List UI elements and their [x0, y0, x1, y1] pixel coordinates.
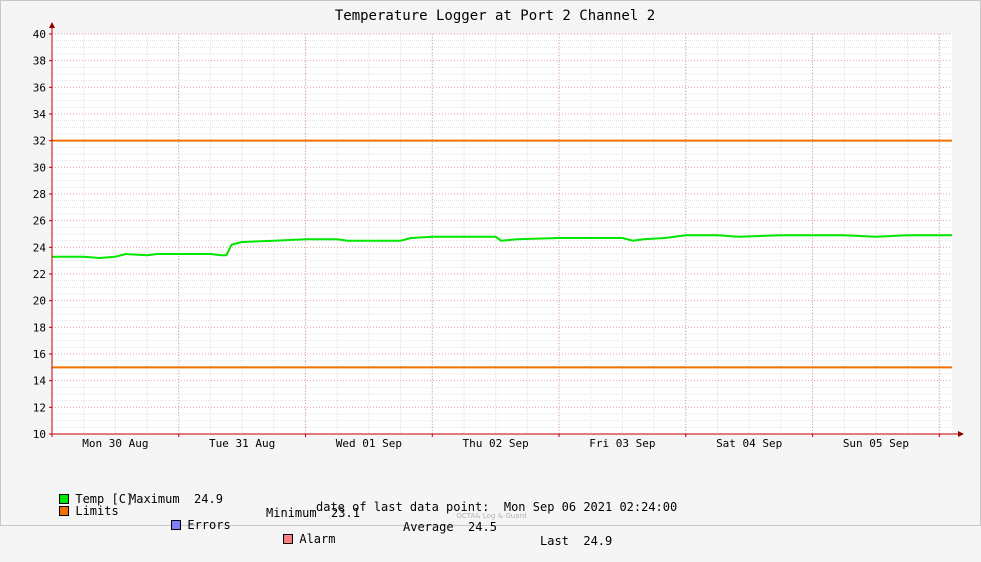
stat-last: Last 24.9 [540, 534, 612, 548]
y-tick-label: 34 [33, 108, 47, 121]
legend-label-temp: Temp [C] [75, 492, 134, 506]
x-tick-label: Fri 03 Sep [589, 437, 655, 450]
legend-swatch-limits [59, 506, 70, 516]
last-data-point: date of last data point: Mon Sep 06 2021… [316, 500, 677, 514]
stat-maximum-value: 24.9 [194, 492, 223, 506]
x-axis-arrow [958, 431, 964, 437]
y-tick-label: 18 [33, 321, 46, 334]
stat-maximum-label: Maximum [129, 492, 180, 506]
legend-swatch-alarm [283, 534, 294, 544]
line-chart: Temperature Logger at Port 2 Channel 2 1… [33, 8, 964, 450]
legend-item-errors: Errors [128, 504, 231, 546]
y-tick-label: 10 [33, 428, 46, 441]
legend-item-alarm: Alarm [240, 518, 335, 560]
legend-label-limits: Limits [75, 504, 119, 518]
y-tick-label: 20 [33, 295, 46, 308]
y-tick-label: 26 [33, 215, 46, 228]
stat-minimum: Minimum 23.1 [266, 506, 360, 520]
y-tick-label: 24 [33, 241, 47, 254]
stat-maximum: Maximum 24.9 [129, 492, 223, 506]
legend-swatch-errors [171, 520, 182, 530]
y-tick-label: 36 [33, 81, 46, 94]
y-tick-label: 14 [33, 375, 47, 388]
y-tick-label: 22 [33, 268, 46, 281]
x-tick-label: Thu 02 Sep [463, 437, 529, 450]
stat-minimum-value: 23.1 [331, 506, 360, 520]
y-tick-label: 28 [33, 188, 46, 201]
y-tick-label: 16 [33, 348, 46, 361]
legend-swatch-temp [59, 494, 70, 504]
x-tick-label: Sat 04 Sep [716, 437, 782, 450]
x-tick-label: Mon 30 Aug [82, 437, 148, 450]
x-tick-label: Tue 31 Aug [209, 437, 275, 450]
legend-item-limits: Limits [16, 490, 119, 532]
x-tick-label: Sun 05 Sep [843, 437, 909, 450]
stat-average-value: 24.5 [468, 520, 497, 534]
legend-row-status: Limits Errors Alarm [16, 476, 335, 546]
stat-average-label: Average [403, 520, 454, 534]
y-tick-label: 30 [33, 161, 46, 174]
watermark: OCTA& Log & Guard [456, 512, 527, 520]
stat-average: Average 24.5 [403, 520, 497, 534]
series-line-temp [52, 234, 952, 259]
legend-item-temp: Temp [C] [16, 478, 133, 520]
stat-minimum-label: Minimum [266, 506, 317, 520]
y-tick-label: 38 [33, 55, 46, 68]
plot-area: 10 12 14 16 18 20 22 24 26 28 30 32 34 36 38 40 Mon 30 A… [33, 22, 964, 450]
chart-frame: Temperature Logger at Port 2 Channel 2 1… [0, 0, 981, 548]
chart-title: Temperature Logger at Port 2 Channel 2 [335, 8, 655, 24]
legend-label-alarm: Alarm [299, 532, 336, 546]
last-data-point-label: date of last data point: [316, 500, 490, 514]
last-data-point-value: Mon Sep 06 2021 02:24:00 [503, 500, 678, 514]
y-tick-label: 40 [33, 28, 46, 41]
stat-last-value: 24.9 [583, 534, 613, 548]
legend-label-errors: Errors [187, 518, 231, 532]
y-tick-label: 12 [33, 401, 46, 414]
x-tick-label: Wed 01 Sep [336, 437, 402, 450]
stat-last-label: Last [540, 534, 569, 548]
y-tick-label: 32 [33, 135, 46, 148]
y-axis-arrow [49, 22, 55, 28]
